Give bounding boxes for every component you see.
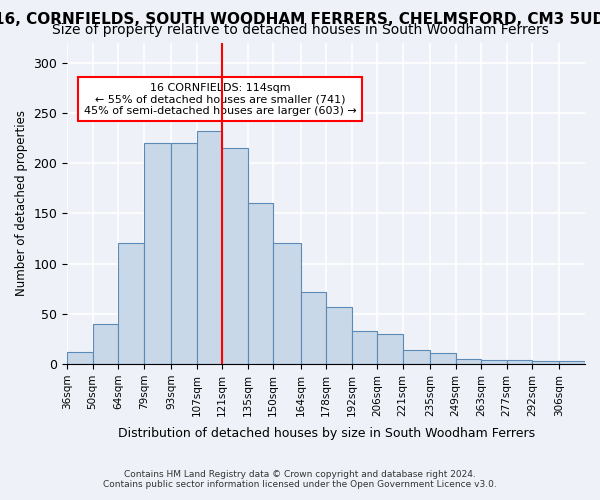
Bar xyxy=(430,353,455,364)
Bar xyxy=(222,148,248,364)
Bar xyxy=(352,331,377,364)
Bar xyxy=(559,361,585,364)
Bar xyxy=(273,244,301,364)
Bar xyxy=(67,352,92,364)
Bar xyxy=(455,359,481,364)
Bar xyxy=(377,334,403,364)
Text: Size of property relative to detached houses in South Woodham Ferrers: Size of property relative to detached ho… xyxy=(52,23,548,37)
Bar xyxy=(532,361,559,364)
Text: 16 CORNFIELDS: 114sqm
← 55% of detached houses are smaller (741)
45% of semi-det: 16 CORNFIELDS: 114sqm ← 55% of detached … xyxy=(83,82,356,116)
Bar xyxy=(197,131,222,364)
Text: Contains HM Land Registry data © Crown copyright and database right 2024.
Contai: Contains HM Land Registry data © Crown c… xyxy=(103,470,497,489)
Bar xyxy=(301,292,326,364)
Bar xyxy=(248,204,273,364)
Bar xyxy=(144,143,171,364)
Bar xyxy=(326,307,352,364)
Bar xyxy=(171,143,197,364)
Bar xyxy=(118,244,144,364)
Bar xyxy=(92,324,118,364)
Y-axis label: Number of detached properties: Number of detached properties xyxy=(15,110,28,296)
Bar xyxy=(506,360,532,364)
X-axis label: Distribution of detached houses by size in South Woodham Ferrers: Distribution of detached houses by size … xyxy=(118,427,535,440)
Bar xyxy=(403,350,430,364)
Text: 16, CORNFIELDS, SOUTH WOODHAM FERRERS, CHELMSFORD, CM3 5UD: 16, CORNFIELDS, SOUTH WOODHAM FERRERS, C… xyxy=(0,12,600,26)
Bar xyxy=(481,360,506,364)
